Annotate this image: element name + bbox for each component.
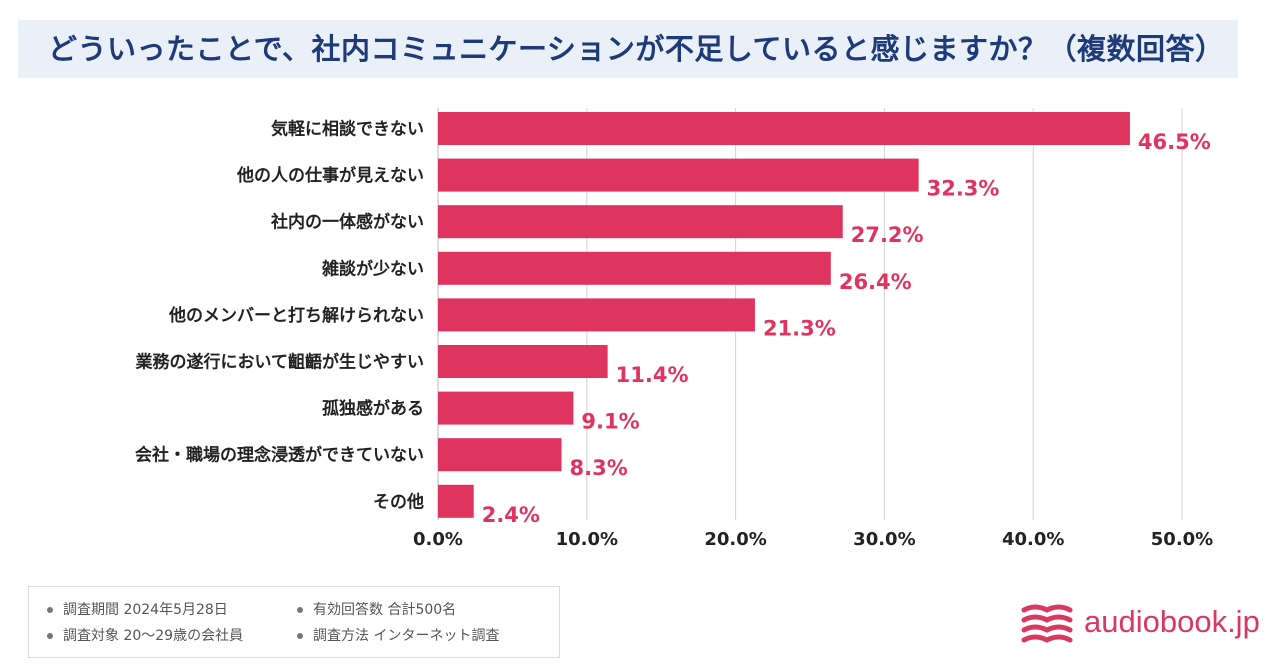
note-method-text: 調査方法 インターネット調査: [313, 628, 500, 644]
bar: [438, 205, 843, 239]
note-respondents-text: 有効回答数 合計500名: [313, 602, 457, 618]
bar: [438, 158, 919, 192]
bar: [438, 484, 474, 518]
bar: [438, 345, 608, 378]
x-tick-label: 20.0%: [704, 529, 766, 550]
bar: [438, 112, 1130, 145]
note-method: 調査方法 インターネット調査: [297, 625, 499, 645]
bar: [438, 391, 574, 425]
brand-logo[interactable]: audiobook.jp: [1020, 600, 1260, 644]
x-tick-label: 40.0%: [1002, 529, 1064, 550]
category-label: 他のメンバーと打ち解けられない: [168, 305, 424, 326]
x-tick-label: 10.0%: [556, 529, 618, 550]
note-period-text: 調査期間 2024年5月28日: [63, 602, 228, 618]
category-label: 業務の遂行において齟齬が生じやすい: [136, 352, 425, 373]
category-label: 雑談が少ない: [321, 258, 424, 279]
data-label: 9.1%: [581, 410, 639, 434]
brand-name: audiobook.jp: [1084, 604, 1260, 639]
title-bar: どういったことで、社内コミュニケーションが不足していると感じますか？（複数回答）: [18, 20, 1238, 78]
bar: [438, 298, 755, 332]
note-respondents: 有効回答数 合計500名: [297, 599, 456, 619]
note-target-text: 調査対象 20〜29歳の会社員: [63, 628, 244, 644]
bar: [438, 251, 831, 285]
note-period: 調査期間 2024年5月28日: [47, 599, 228, 619]
data-label: 2.4%: [482, 503, 540, 527]
bar-chart: 0.0% 10.0% 20.0% 30.0% 40.0% 50.0% 気軽に相談できない 46…: [135, 108, 1213, 550]
survey-notes: 調査期間 2024年5月28日 有効回答数 合計500名 調査対象 20〜29歳…: [28, 586, 560, 658]
chart-title: どういったことで、社内コミュニケーションが不足していると感じますか？（複数回答）: [48, 32, 1225, 66]
data-label: 46.5%: [1138, 130, 1211, 154]
category-label: 社内の一体感がない: [270, 212, 424, 233]
category-label: その他: [373, 491, 424, 512]
bullet-icon: [297, 633, 303, 639]
category-label: 孤独感がある: [322, 398, 424, 419]
bullet-icon: [297, 607, 303, 613]
bullet-icon: [47, 633, 53, 639]
note-target: 調査対象 20〜29歳の会社員: [47, 625, 243, 645]
x-tick-label: 50.0%: [1151, 529, 1213, 550]
data-label: 11.4%: [616, 363, 689, 387]
bullet-icon: [47, 607, 53, 613]
bar: [438, 438, 562, 472]
data-label: 21.3%: [763, 316, 836, 340]
data-label: 26.4%: [839, 270, 912, 294]
data-label: 8.3%: [570, 456, 628, 480]
x-tick-label: 0.0%: [413, 529, 463, 550]
data-label: 27.2%: [851, 223, 924, 247]
data-label: 32.3%: [927, 177, 1000, 201]
category-label: 気軽に相談できない: [270, 119, 424, 140]
x-tick-label: 30.0%: [853, 529, 915, 550]
category-label: 他の人の仕事が見えない: [236, 165, 424, 186]
book-stack-icon: [1021, 604, 1073, 643]
category-label: 会社・職場の理念浸透ができていない: [135, 445, 424, 466]
